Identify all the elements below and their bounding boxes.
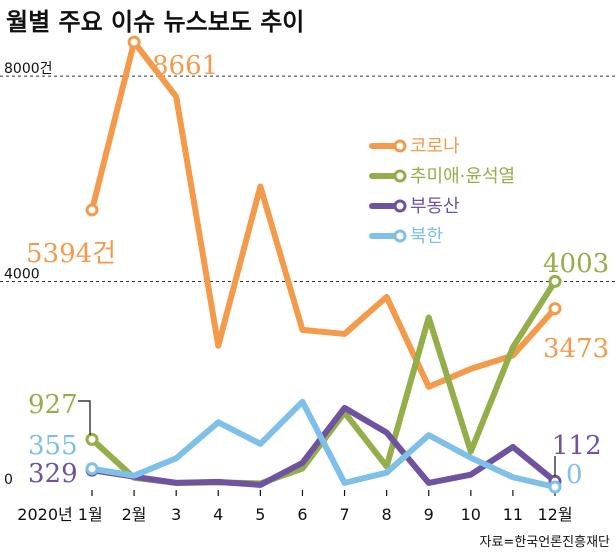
x-tick-label: 3 (171, 505, 181, 524)
x-tick-label: 2020년 1월 (17, 505, 102, 524)
x-tick-label: 12월 (537, 505, 572, 524)
label-re-last: 112 (552, 431, 602, 461)
label-nk-last: 0 (566, 460, 583, 490)
legend-label: 추미애·윤석열 (410, 166, 515, 187)
label-corona-first: 5394건 (26, 239, 116, 269)
series-line-3 (89, 398, 558, 490)
data-point-marker (548, 274, 562, 288)
legend-label: 북한 (410, 226, 443, 247)
chart-title: 월별 주요 이슈 뉴스보도 추이 (6, 8, 304, 36)
label-nk-first: 355 (28, 431, 78, 461)
data-point-marker (85, 432, 99, 446)
x-tick-label: 6 (297, 505, 307, 524)
series-line-2 (89, 404, 558, 488)
label-corona-last: 3473 (543, 334, 609, 364)
x-axis: 2020년 1월 2월 3 4 5 6 7 8 9 10 11 12월 (17, 490, 573, 524)
label-chu-last: 4003 (543, 249, 609, 279)
data-point-marker (127, 35, 141, 49)
data-point-marker (85, 462, 99, 476)
legend-marker (393, 139, 407, 153)
legend-marker (393, 229, 407, 243)
series-line-1 (89, 278, 558, 487)
x-tick-label: 7 (339, 505, 349, 524)
y-axis-ticks: 8000건 4000 0 (4, 61, 53, 488)
x-tick-label: 5 (255, 505, 265, 524)
legend-label: 부동산 (410, 196, 460, 217)
grid-lines (0, 75, 616, 283)
legend-label: 코로나 (410, 136, 460, 157)
data-point-marker (85, 203, 99, 217)
series-line-0 (89, 39, 558, 390)
series-lines: 5394건 8661 3473 927 4003 355 0 329 112 (26, 35, 609, 494)
x-tick-label: 11 (503, 505, 523, 524)
y-tick-label: 8000건 (4, 61, 53, 77)
x-tick-label: 8 (382, 505, 392, 524)
source-note: 자료=한국언론진흥재단 (480, 535, 611, 550)
x-tick-label: 2월 (122, 505, 147, 524)
label-chu-first: 927 (28, 390, 78, 420)
y-tick-label: 4000 (4, 267, 40, 283)
x-tick-label: 10 (461, 505, 481, 524)
label-connector (78, 400, 91, 435)
data-point-marker (548, 480, 562, 494)
label-corona-peak: 8661 (152, 51, 218, 81)
x-tick-label: 4 (213, 505, 223, 524)
label-re-first: 329 (28, 459, 78, 489)
x-tick-label: 9 (424, 505, 434, 524)
legend-marker (393, 169, 407, 183)
legend-marker (393, 199, 407, 213)
data-point-marker (548, 302, 562, 316)
y-tick-label: 0 (4, 472, 13, 488)
